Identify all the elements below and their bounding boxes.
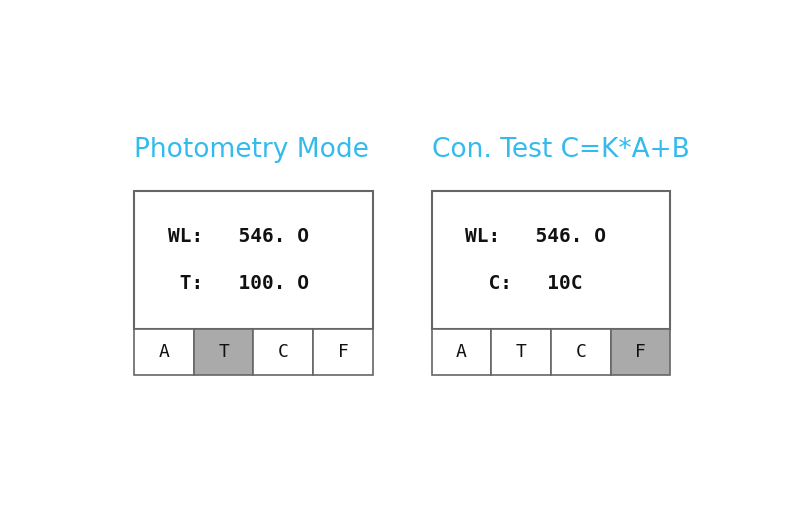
Text: T: T (516, 343, 526, 361)
Bar (491, 329, 551, 375)
Bar (432, 329, 491, 375)
Text: WL:   546. O: WL: 546. O (167, 227, 309, 245)
Bar (194, 329, 254, 375)
Text: Photometry Mode: Photometry Mode (134, 137, 369, 163)
Text: A: A (158, 343, 170, 361)
Bar (313, 329, 373, 375)
Text: F: F (338, 343, 349, 361)
Bar (134, 329, 194, 375)
Text: WL:   546. O: WL: 546. O (465, 227, 606, 245)
Text: A: A (456, 343, 467, 361)
Bar (551, 329, 610, 375)
Bar (432, 190, 670, 329)
Text: C: C (575, 343, 586, 361)
Text: C: C (278, 343, 289, 361)
Text: T:   100. O: T: 100. O (167, 274, 309, 293)
Bar (610, 329, 670, 375)
Text: Con. Test C=K*A+B: Con. Test C=K*A+B (432, 137, 690, 163)
Text: F: F (635, 343, 646, 361)
Bar (254, 329, 313, 375)
Text: T: T (218, 343, 229, 361)
Bar (134, 190, 373, 329)
Text: C:   10C: C: 10C (465, 274, 582, 293)
